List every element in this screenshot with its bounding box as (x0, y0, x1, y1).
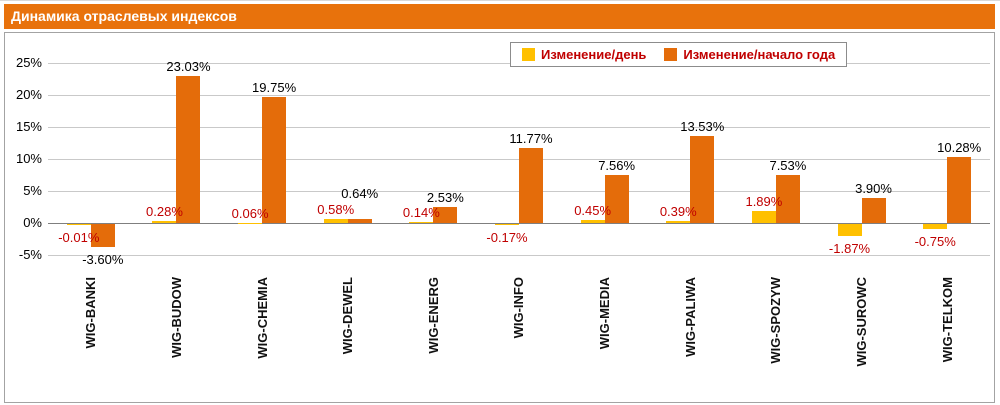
value-label: 0.64% (341, 186, 379, 202)
bar-wig-telkom-ytd (947, 157, 972, 223)
category-label-wrap: WIG-BUDOW (134, 277, 220, 401)
value-label: 0.14% (402, 205, 440, 221)
value-label: 0.06% (231, 205, 269, 221)
y-tick-label: 0% (23, 215, 42, 230)
category-label: WIG-DEWEL (340, 277, 356, 355)
legend-swatch (522, 48, 535, 61)
value-label: 3.90% (855, 181, 892, 197)
legend: Изменение/день Изменение/начало года (510, 42, 848, 67)
category-label-wrap: WIG-BANKI (48, 277, 134, 401)
bar-wig-telkom-day (923, 224, 948, 229)
category-label-wrap: WIG-INFO (476, 277, 562, 401)
value-label: 0.28% (146, 204, 183, 220)
bar-wig-energ-ytd (433, 206, 458, 223)
bar-wig-chemia-day (238, 222, 263, 223)
category-label-wrap: WIG-SUROWC (819, 277, 905, 401)
plot-area: -0.01% -3.60% 0.28% 23.03% 0.06% 19.75% 0.58% 0… (48, 59, 990, 267)
bar-wig-dewel-day (323, 219, 348, 223)
category-label: WIG-BUDOW (168, 277, 184, 358)
bar-wig-info-ytd (519, 147, 543, 223)
category-label-wrap: WIG-ENERG (391, 277, 477, 401)
category-label: WIG-CHEMIA (254, 277, 270, 359)
category-label: WIG-BANKI (83, 277, 99, 349)
legend-label: Изменение/начало года (683, 47, 836, 62)
bar-wig-chemia-ytd (262, 96, 287, 223)
value-label: 11.77% (509, 130, 553, 146)
legend-item: Изменение/начало года (664, 47, 835, 62)
y-tick-label: 15% (15, 119, 42, 134)
category-label-wrap: WIG-MEDIA (562, 277, 648, 401)
zero-gridline (48, 223, 990, 224)
value-label: -0.01% (58, 229, 100, 245)
y-tick-label: -5% (18, 247, 42, 262)
chart-title-bar: Динамика отраслевых индексов (4, 4, 995, 29)
bar-wig-budow-day (152, 221, 177, 223)
category-label: WIG-MEDIA (597, 277, 613, 350)
bar-wig-info-day (495, 224, 519, 226)
value-label: 7.56% (598, 157, 636, 173)
chart-area: Изменение/день Изменение/начало года -0.0… (4, 32, 995, 403)
category-label: WIG-ENERG (425, 277, 441, 354)
category-label-wrap: WIG-SPOZYW (733, 277, 819, 401)
gridline (48, 255, 990, 256)
category-label-wrap: WIG-TELKOM (904, 277, 990, 401)
category-label: WIG-SUROWC (854, 277, 870, 367)
bar-wig-paliwa-day (666, 220, 691, 223)
bar-wig-paliwa-ytd (690, 136, 715, 223)
gridline (48, 127, 990, 128)
bar-wig-spozyw-ytd (775, 174, 800, 223)
value-label: -0.17% (486, 230, 528, 246)
legend-label: Изменение/день (541, 47, 647, 62)
value-label: -0.75% (914, 233, 956, 249)
chart-title: Динамика отраслевых индексов (11, 8, 237, 24)
y-tick-label: 20% (15, 87, 42, 102)
value-label: 19.75% (252, 79, 297, 95)
value-label: 2.53% (426, 189, 464, 205)
bar-wig-surowc-ytd (861, 198, 886, 223)
category-label: WIG-PALIWA (682, 277, 698, 357)
legend-item: Изменение/день (522, 47, 646, 62)
bar-wig-spozyw-day (751, 210, 776, 223)
bar-wig-media-ytd (604, 174, 629, 223)
value-label: 0.39% (659, 203, 697, 219)
value-label: -1.87% (828, 240, 871, 256)
value-label: 23.03% (166, 58, 211, 74)
bar-wig-media-day (580, 220, 605, 223)
value-label: 7.53% (769, 157, 807, 173)
y-tick-label: 5% (23, 183, 42, 198)
value-label: -3.60% (82, 252, 124, 268)
value-label: 13.53% (680, 119, 725, 135)
value-label: 10.28% (937, 140, 982, 156)
bar-wig-energ-day (409, 222, 434, 223)
bar-wig-dewel-ytd (347, 218, 372, 223)
gridline (48, 95, 990, 96)
category-label-wrap: WIG-CHEMIA (219, 277, 305, 401)
legend-swatch (664, 48, 678, 61)
bar-wig-budow-ytd (176, 75, 201, 223)
category-label: WIG-TELKOM (939, 277, 955, 363)
category-label-wrap: WIG-DEWEL (305, 277, 391, 401)
y-tick-label: 25% (15, 55, 42, 70)
category-label: WIG-SPOZYW (768, 277, 784, 364)
category-label-wrap: WIG-PALIWA (647, 277, 733, 401)
category-label: WIG-INFO (511, 277, 527, 339)
bar-wig-banki-ytd (90, 224, 115, 248)
value-label: 0.45% (574, 203, 612, 219)
value-label: 1.89% (745, 193, 783, 209)
bar-wig-surowc-day (837, 224, 862, 236)
bar-wig-banki-day (66, 224, 91, 225)
value-label: 0.58% (317, 202, 355, 218)
y-tick-label: 10% (15, 151, 42, 166)
